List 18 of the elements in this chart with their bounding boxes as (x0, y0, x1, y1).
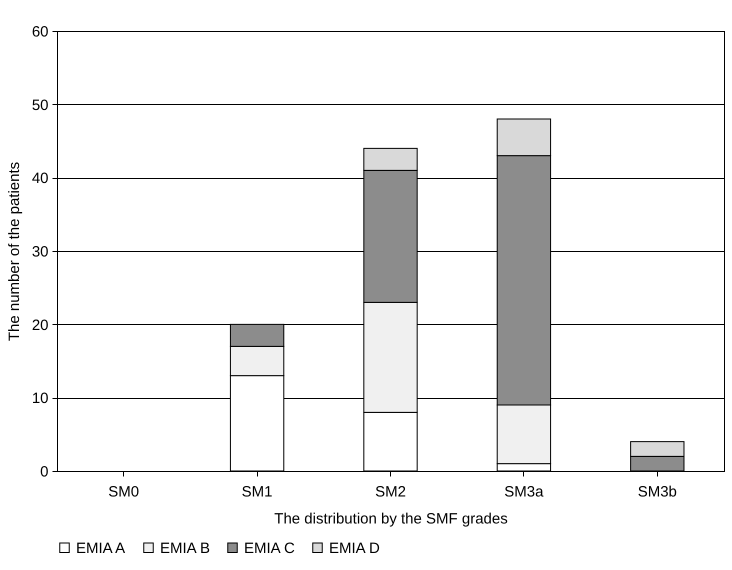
x-tick-label: SM2 (375, 484, 406, 500)
y-tick-label: 40 (32, 170, 48, 188)
legend-label: EMIA D (329, 540, 380, 557)
y-tick-label: 60 (32, 24, 48, 40)
x-tick-label: SM3a (504, 484, 544, 500)
x-axis-title: The distribution by the SMF grades (274, 510, 508, 528)
y-axis-title: The number of the patients (6, 162, 23, 342)
y-tick-label: 50 (32, 96, 48, 114)
y-tick-label: 0 (40, 464, 48, 480)
x-tick-label: SM3b (638, 484, 677, 500)
y-tick-label: 20 (32, 316, 48, 334)
x-tick-label: SM0 (108, 484, 140, 500)
y-tick-label: 30 (32, 244, 48, 260)
x-tick-label: SM1 (242, 484, 273, 500)
legend-label: EMIA C (244, 540, 296, 557)
y-tick-label: 10 (32, 390, 48, 408)
legend-label: EMIA A (76, 540, 126, 557)
legend-label: EMIA B (160, 540, 210, 557)
